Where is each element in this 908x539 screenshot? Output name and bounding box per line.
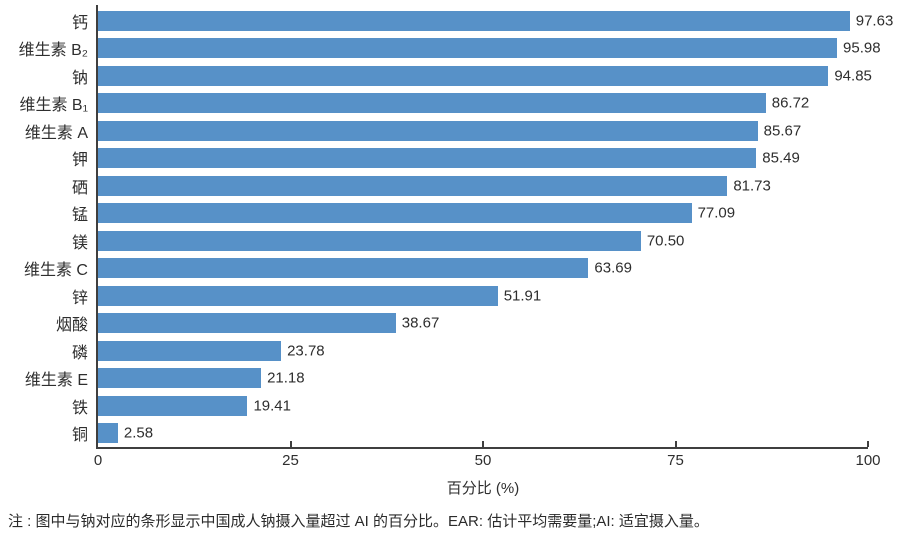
bar-track: 86.72 [98,93,868,113]
bar-track: 85.67 [98,120,868,141]
bar-track: 38.67 [98,313,868,333]
bar-track: 81.73 [98,175,868,196]
bar-row: 铁 19.41 [0,392,908,420]
bar [98,395,248,416]
bar [98,120,758,141]
bar-track: 23.78 [98,340,868,361]
x-tick-label: 75 [667,452,684,469]
value-label: 19.41 [253,397,291,414]
value-label: 85.67 [763,122,802,139]
bar [98,258,589,278]
bar-row: 维生素 B₂ 95.98 [0,35,908,63]
y-axis-line [96,5,98,449]
bar-track: 94.85 [98,65,872,86]
bar-track: 70.50 [98,230,868,251]
bar-track: 19.41 [98,395,868,416]
value-label: 70.50 [646,232,685,249]
bar [98,230,641,251]
x-tick-mark [867,441,869,447]
value-label: 77.09 [697,204,736,222]
bar-row: 硒 81.73 [0,172,908,200]
bar-row: 锰 77.09 [0,200,908,228]
value-label: 2.58 [123,424,154,442]
value-label: 95.98 [843,39,881,57]
bar-row: 烟酸 38.67 [0,310,908,338]
bar [98,65,829,86]
value-label: 97.63 [855,12,894,29]
bar [98,203,692,223]
x-tick-label: 25 [282,452,299,469]
bar-track: 97.63 [98,10,893,31]
bar [98,313,396,333]
value-label: 81.73 [733,177,771,194]
bar [98,93,766,113]
bar-track: 2.58 [98,423,868,443]
bar [98,148,757,168]
x-axis-line [96,447,868,449]
value-label: 94.85 [834,67,872,84]
bar-track: 95.98 [98,38,881,58]
bar [98,10,850,31]
bar-row: 锌 51.91 [0,282,908,310]
category-label: 维生素 B₁ [19,97,88,115]
x-tick-mark [289,441,292,447]
bar [98,285,498,306]
category-label: 维生素 A [24,124,88,142]
footnote: 注 : 图中与钠对应的条形显示中国成人钠摄入量超过 AI 的百分比。EAR: 估… [8,513,709,530]
category-label: 维生素 E [24,372,88,390]
bar [98,340,282,361]
x-tick-label: 0 [93,452,103,469]
value-label: 21.18 [267,369,305,387]
category-label: 磷 [71,344,88,362]
bar [98,368,262,388]
bar-row: 钙 97.63 [0,7,908,35]
category-label: 镁 [71,234,88,252]
bar-track: 51.91 [98,285,868,306]
bar [98,38,838,58]
category-label: 锌 [71,289,88,307]
value-label: 23.78 [287,342,325,359]
x-axis-title: 百分比 (%) [446,480,520,497]
category-label: 锰 [71,207,88,225]
x-tick-label: 50 [474,452,492,469]
value-label: 38.67 [401,314,440,332]
category-label: 维生素 B₂ [18,42,88,60]
bar-track: 21.18 [98,368,868,388]
category-label: 烟酸 [55,317,88,335]
bar-row: 磷 23.78 [0,337,908,365]
bar-row: 维生素 C 63.69 [0,255,908,283]
bar-row: 钠 94.85 [0,62,908,90]
category-label: 铜 [71,427,88,445]
bar-track: 85.49 [98,148,868,168]
value-label: 86.72 [771,94,810,112]
bar-row: 维生素 A 85.67 [0,117,908,145]
bar-row: 维生素 E 21.18 [0,365,908,393]
x-tick-mark [482,441,484,447]
category-label: 钠 [71,69,88,87]
value-label: 63.69 [594,259,632,277]
bar-row: 镁 70.50 [0,227,908,255]
bar-row: 铜 2.58 [0,420,908,448]
x-tick-label: 100 [855,452,881,469]
x-tick-mark [674,441,677,447]
category-label: 钾 [71,152,88,170]
category-label: 硒 [71,179,88,197]
value-label: 51.91 [503,287,542,304]
bar [98,423,118,443]
category-label: 维生素 C [23,262,88,280]
bar-row: 钾 85.49 [0,145,908,173]
bar [98,175,728,196]
bar-track: 63.69 [98,258,868,278]
category-label: 铁 [71,399,88,417]
bar-row: 维生素 B₁ 86.72 [0,90,908,118]
category-label: 钙 [71,14,88,32]
value-label: 85.49 [762,149,800,167]
bar-track: 77.09 [98,203,868,223]
